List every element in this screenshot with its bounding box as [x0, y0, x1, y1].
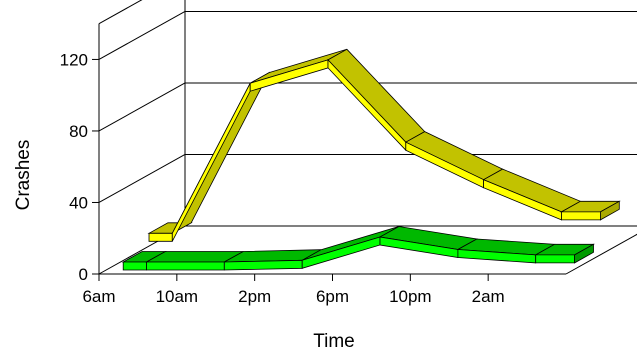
chart-grid	[98, 10, 637, 275]
ribbon-front-segment	[223, 259, 303, 271]
y-tick-label: 0	[79, 265, 88, 284]
x-tick-label: 2am	[472, 287, 505, 306]
ribbon-front-segment	[122, 261, 147, 271]
chart-axes	[92, 0, 566, 281]
floor-right-edge	[565, 233, 637, 275]
gridline-side-120	[98, 11, 186, 60]
ribbon-front-segment	[146, 261, 225, 271]
ribbon-front-segment	[561, 211, 601, 221]
x-tick-label: 10am	[156, 287, 199, 306]
x-tick-label: 6am	[82, 287, 115, 306]
x-tick-label: 10pm	[389, 287, 432, 306]
y-tick-label: 80	[69, 122, 88, 141]
chart-labels: 0 40 80 120 6am 10am 2pm 6pm 10pm 2am	[60, 50, 505, 306]
x-tick-label: 6pm	[316, 287, 349, 306]
y-tick-label: 40	[69, 193, 88, 212]
series-1	[121, 226, 596, 271]
ribbon-top-segment	[327, 48, 426, 143]
ribbon-front-segment	[249, 59, 329, 92]
x-axis-title: Time	[313, 331, 355, 352]
ribbon-front-segment	[535, 254, 575, 264]
left-wall-top	[98, 0, 143, 25]
x-tick-label: 2pm	[238, 287, 271, 306]
gridline-side-40	[98, 154, 186, 203]
ribbon-front-segment	[148, 232, 173, 242]
y-axis-title: Crashes	[13, 140, 34, 211]
ribbon-end-cap	[600, 200, 620, 221]
y-tick-label: 120	[60, 50, 88, 69]
ribbon-front-segment	[171, 83, 251, 242]
ribbon-end-cap	[574, 243, 594, 264]
gridline-side-80	[98, 82, 186, 132]
series-0	[147, 48, 621, 242]
chart-series	[121, 48, 621, 271]
